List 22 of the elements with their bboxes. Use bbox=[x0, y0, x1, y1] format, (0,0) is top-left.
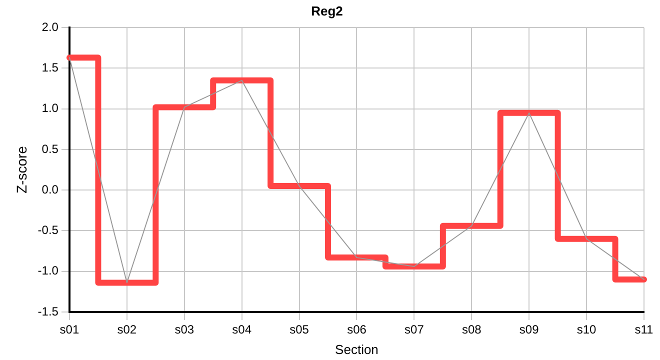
y-tick-label: 1.0 bbox=[42, 101, 59, 116]
x-tick-label: s01 bbox=[60, 322, 80, 337]
y-axis-title: Z-score bbox=[13, 146, 30, 194]
x-tick-label: s03 bbox=[174, 322, 194, 337]
y-tick-label: -1.5 bbox=[38, 304, 59, 318]
x-tick-label: s04 bbox=[232, 322, 252, 337]
y-tick-label: 0.0 bbox=[42, 182, 59, 196]
y-tick-label: -0.5 bbox=[38, 223, 59, 238]
x-tick-label: s11 bbox=[634, 322, 654, 337]
x-tick-label: s02 bbox=[117, 322, 137, 337]
y-tick-label: 2.0 bbox=[42, 20, 59, 34]
x-tick-label: s08 bbox=[462, 322, 482, 337]
y-tick-label: 1.5 bbox=[42, 60, 59, 75]
x-tick-label: s07 bbox=[404, 322, 424, 337]
x-tick-label: s06 bbox=[347, 322, 367, 337]
chart-title: Reg2 bbox=[311, 3, 343, 18]
x-tick-label: s05 bbox=[290, 322, 310, 337]
y-tick-label: 0.5 bbox=[42, 142, 59, 156]
x-tick-label: s09 bbox=[519, 322, 540, 337]
x-axis-title: Section bbox=[335, 342, 378, 357]
x-tick-label: s10 bbox=[576, 322, 597, 337]
y-tick-label: -1.0 bbox=[38, 264, 59, 278]
